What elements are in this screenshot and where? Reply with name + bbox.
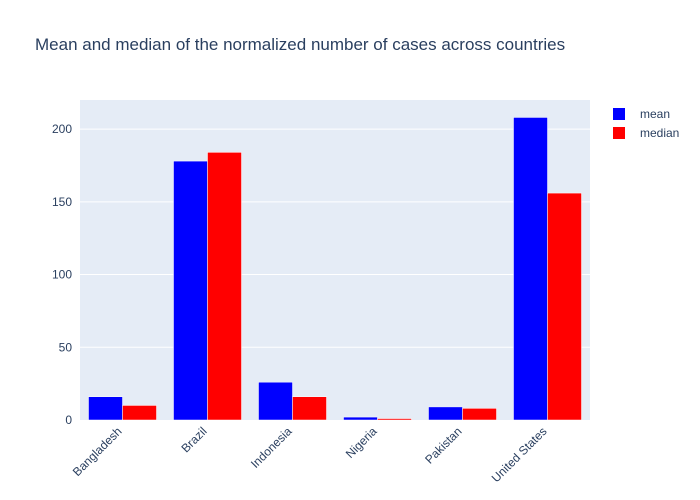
y-tick-label: 100 bbox=[52, 268, 72, 282]
gridlines bbox=[80, 128, 590, 348]
legend-label-median: median bbox=[640, 126, 679, 140]
x-axis-ticks: Bangladesh Brazil Indonesia Nigeria Pakistan… bbox=[70, 424, 550, 485]
bar-mean-bangladesh bbox=[88, 396, 123, 421]
x-tick-label: Brazil bbox=[178, 424, 209, 455]
chart-title: Mean and median of the normalized number… bbox=[35, 35, 565, 54]
bar-mean-united-states bbox=[513, 117, 548, 421]
y-tick-label: 0 bbox=[65, 413, 72, 427]
bar-median-nigeria bbox=[377, 418, 412, 421]
bar-mean-indonesia bbox=[258, 381, 293, 421]
legend-swatch-median bbox=[613, 127, 625, 139]
y-tick-label: 50 bbox=[59, 340, 73, 354]
bar-median-bangladesh bbox=[122, 405, 157, 421]
bars bbox=[88, 117, 582, 421]
x-tick-label: Nigeria bbox=[343, 424, 380, 461]
legend: mean median bbox=[613, 107, 679, 140]
bar-mean-nigeria bbox=[343, 416, 378, 421]
bar-median-united-states bbox=[547, 192, 582, 421]
x-tick-label: United States bbox=[489, 424, 550, 485]
legend-label-mean: mean bbox=[640, 107, 670, 121]
bar-mean-brazil bbox=[173, 160, 208, 421]
bar-median-indonesia bbox=[292, 396, 327, 421]
plot-area bbox=[80, 100, 590, 420]
y-axis-ticks: 0 50 100 150 200 bbox=[52, 122, 72, 427]
bar-median-brazil bbox=[207, 152, 242, 421]
x-tick-label: Bangladesh bbox=[70, 424, 125, 479]
bar-median-pakistan bbox=[462, 408, 497, 421]
bar-mean-pakistan bbox=[428, 406, 463, 421]
x-tick-label: Pakistan bbox=[422, 424, 464, 466]
legend-swatch-mean bbox=[613, 108, 625, 120]
x-tick-label: Indonesia bbox=[248, 424, 295, 471]
y-tick-label: 200 bbox=[52, 122, 72, 136]
y-tick-label: 150 bbox=[52, 195, 72, 209]
